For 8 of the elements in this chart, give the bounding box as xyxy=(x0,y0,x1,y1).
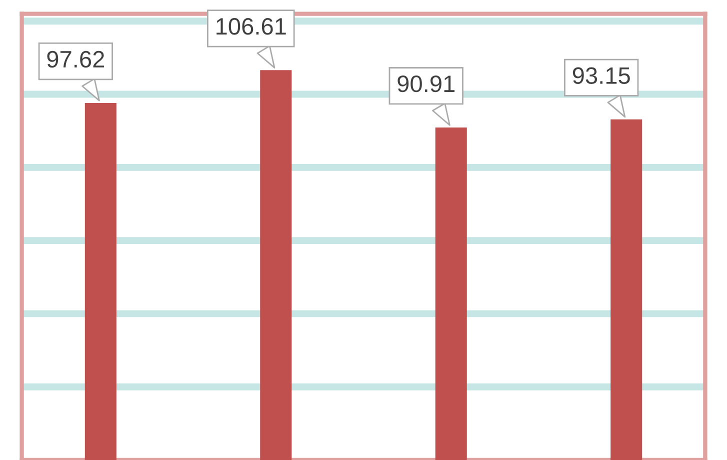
data-label: 90.91 xyxy=(398,75,455,92)
data-label: 106.61 xyxy=(216,18,286,35)
data-label: 97.62 xyxy=(47,50,104,68)
bar xyxy=(610,119,642,460)
bar xyxy=(84,102,116,460)
bar xyxy=(260,70,292,460)
bar xyxy=(435,128,467,460)
data-label: 93.15 xyxy=(572,67,630,84)
